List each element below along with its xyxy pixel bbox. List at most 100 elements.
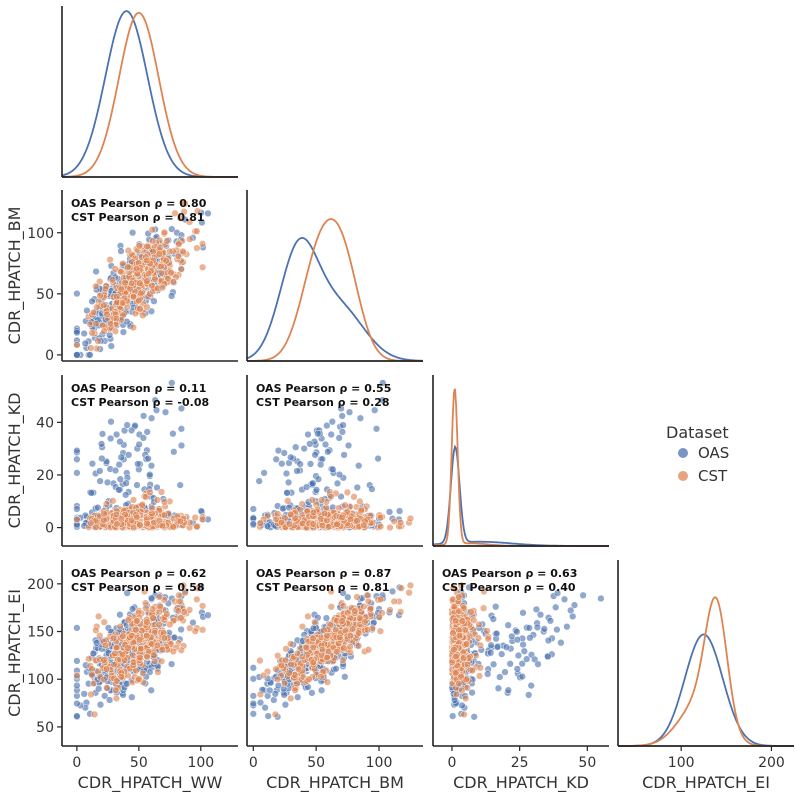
point-cst [294,665,303,673]
point-cst [458,617,467,625]
point-oas [385,508,394,516]
scatter-panel-2-3 [448,581,605,721]
point-cst [139,669,147,678]
point-cst [193,522,201,531]
point-cst [163,610,171,618]
point-oas [123,421,131,429]
point-cst [302,643,311,652]
point-cst [143,277,151,285]
point-cst [448,658,456,666]
point-oas [518,672,526,681]
point-cst [318,645,327,654]
point-oas [249,520,257,528]
point-oas [73,699,81,708]
point-cst [142,604,150,612]
point-oas [534,660,542,668]
point-cst [452,652,460,661]
point-oas [73,624,81,632]
point-oas [86,351,94,359]
point-oas [321,440,330,449]
scatter-panel-0-3 [73,581,212,721]
point-cst [293,679,301,688]
point-oas [73,657,81,665]
point-oas [597,594,605,603]
point-cst [112,314,121,323]
point-oas [395,507,404,515]
point-oas [355,462,363,470]
point-cst [363,626,372,634]
point-oas [579,591,587,599]
point-cst [144,269,153,278]
point-cst [284,497,292,505]
point-cst [191,513,199,522]
point-oas [296,460,304,468]
point-cst [94,337,102,345]
point-cst [484,635,492,643]
point-oas [153,483,161,492]
point-cst [338,617,346,625]
point-oas [345,408,354,416]
point-oas [117,453,125,461]
point-cst [273,510,282,518]
x-tick-label: 25 [511,755,529,771]
point-cst [450,645,458,654]
point-cst [455,632,464,640]
point-cst [274,652,282,660]
point-oas [536,611,545,619]
point-cst [343,488,352,497]
point-oas [88,297,96,306]
point-oas [271,690,279,698]
kde-panel-cdr-hpatch-ww [61,10,238,178]
point-oas [323,421,331,430]
point-cst [167,269,175,277]
point-oas [249,675,257,683]
point-cst [346,515,355,523]
point-oas [520,647,528,655]
point-oas [73,446,81,455]
point-cst [106,320,115,328]
point-oas [317,686,326,694]
point-cst [461,626,469,634]
pearson-annotation: CST Pearson ρ = 0.28 [256,396,390,409]
point-oas [122,479,130,487]
point-oas [177,425,186,433]
point-cst [171,209,179,217]
point-oas [125,451,133,459]
point-cst [143,632,151,640]
point-cst [156,602,164,611]
point-cst [186,624,194,632]
point-cst [135,675,143,683]
point-cst [155,250,163,258]
point-cst [100,301,108,309]
point-oas [314,475,323,483]
point-cst [277,518,286,527]
point-oas [527,681,535,690]
point-cst [100,656,108,664]
point-oas [302,483,311,491]
point-cst [163,237,171,245]
point-cst [273,675,282,684]
point-oas [98,430,107,438]
point-cst [87,690,95,699]
point-oas [116,611,124,619]
point-cst [129,523,138,532]
point-cst [179,198,187,206]
point-cst [94,612,103,621]
point-cst [136,653,144,662]
pearson-annotation: CST Pearson ρ = -0.08 [71,396,209,409]
point-oas [498,650,506,658]
point-oas [73,505,81,513]
point-oas [470,713,478,721]
point-oas [119,328,128,336]
point-cst [198,515,207,524]
point-oas [143,428,151,436]
point-oas [112,430,121,439]
point-cst [113,643,121,652]
point-oas [492,603,500,611]
point-oas [344,441,353,450]
point-cst [117,673,125,681]
point-oas [335,434,343,442]
point-cst [158,645,166,654]
point-cst [160,228,169,237]
point-oas [514,651,523,660]
